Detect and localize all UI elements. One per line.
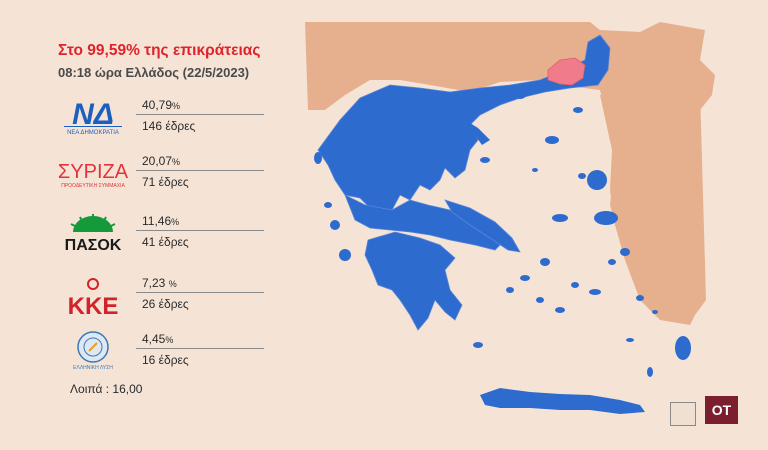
kke-logo-text: ΚΚΕ (68, 293, 119, 318)
results-timestamp: 08:18 ώρα Ελλάδος (22/5/2023) (58, 65, 250, 80)
elliniki-lysi-logo-text: ΕΛΛΗΝΙΚΗ ΛΥΣΗ (73, 365, 113, 371)
kke-logo-icon: ΚΚΕ (68, 278, 119, 318)
party-seats: 26 έδρες (142, 297, 189, 311)
ot-brand-logo: OT (705, 396, 738, 424)
pasok-sun-logo-icon: ΠΑΣΟΚ (65, 214, 122, 254)
results-title: Στο 99,59% της επικράτειας (58, 42, 261, 59)
party-percent-value: 11,46 (142, 214, 172, 228)
party-divider (136, 170, 264, 171)
party-seats: 71 έδρες (142, 175, 189, 189)
party-row-syriza: ΣΥΡΙΖΑ ΠΡΟΟΔΕΥΤΙΚΗ ΣΥΜΜΑΧΙΑ 20,07% 71 έδ… (56, 152, 264, 196)
party-seats: 41 έδρες (142, 235, 189, 249)
party-percent: 11,46% (142, 214, 179, 228)
party-row-pasok: ΠΑΣΟΚ 11,46% 41 έδρες (56, 212, 264, 256)
party-percent: 7,23 % (142, 276, 177, 290)
elliniki-lysi-logo-icon: ΕΛΛΗΝΙΚΗ ΛΥΣΗ (73, 331, 113, 371)
party-percent-value: 40,79 (142, 98, 173, 112)
party-divider (136, 348, 264, 349)
party-divider (136, 230, 264, 231)
others-percent: Λοιπά : 16,00 (70, 382, 143, 396)
pasok-logo-text: ΠΑΣΟΚ (65, 237, 122, 254)
syriza-logo-text: ΣΥΡΙΖΑ (58, 161, 129, 183)
party-divider (136, 114, 264, 115)
party-percent-unit: % (171, 217, 180, 227)
party-row-elliniki-lysi: ΕΛΛΗΝΙΚΗ ΛΥΣΗ 4,45% 16 έδρες (56, 330, 264, 374)
nd-logo-caption: ΝΕΑ ΔΗΜΟΚΡΑΤΙΑ (67, 130, 119, 136)
party-percent-value: 4,45 (142, 332, 166, 346)
nd-logo-icon: ΝΔ ΝΕΑ ΔΗΜΟΚΡΑΤΙΑ (64, 98, 122, 136)
syriza-logo-caption: ΠΡΟΟΔΕΥΤΙΚΗ ΣΥΜΜΑΧΙΑ (61, 183, 125, 189)
party-percent-value: 7,23 (142, 276, 169, 290)
peloponnese (364, 231, 463, 331)
map-inset-icon (670, 402, 696, 426)
crete (480, 388, 645, 414)
party-percent-unit: % (172, 157, 181, 167)
turkey-coast (600, 90, 706, 322)
party-row-kke: ΚΚΕ 7,23 % 26 έδρες (56, 274, 264, 318)
party-percent-unit: % (172, 101, 181, 111)
party-percent-value: 20,07 (142, 154, 173, 168)
party-percent: 20,07% (142, 154, 180, 168)
party-percent: 40,79% (142, 98, 180, 112)
rodopi-region (547, 57, 586, 86)
results-header: Στο 99,59% της επικράτειας 08:18 ώρα Ελλ… (58, 42, 260, 82)
svg-text:ΝΔ: ΝΔ (72, 98, 114, 131)
evia (444, 199, 521, 253)
syriza-logo-icon: ΣΥΡΙΖΑ ΠΡΟΟΔΕΥΤΙΚΗ ΣΥΜΜΑΧΙΑ (58, 161, 129, 189)
party-percent-unit: % (165, 335, 174, 345)
aegean-islands (314, 91, 691, 377)
party-seats: 146 έδρες (142, 119, 196, 133)
party-percent: 4,45% (142, 332, 173, 346)
chalkidiki (462, 118, 490, 148)
party-percent-unit: % (168, 279, 177, 289)
party-seats: 16 έδρες (142, 353, 189, 367)
party-divider (136, 292, 264, 293)
party-row-nd: ΝΔ ΝΕΑ ΔΗΜΟΚΡΑΤΙΑ 40,79% 146 έδρες (56, 96, 264, 140)
